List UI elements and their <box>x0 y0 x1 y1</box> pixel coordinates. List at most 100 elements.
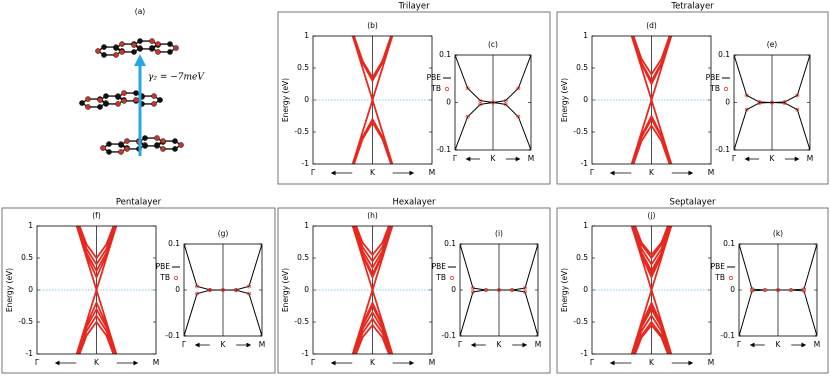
band <box>353 226 392 270</box>
atom <box>131 49 137 55</box>
tb-point <box>471 289 475 294</box>
x-tick-label: K <box>94 358 100 367</box>
plot-area <box>351 36 394 164</box>
atom <box>137 38 143 44</box>
atom <box>172 138 178 144</box>
legend-label: PBE <box>432 262 447 271</box>
x-tick-label: Γ <box>453 154 458 163</box>
y-tick-label: 0.1 <box>723 239 735 248</box>
plot-area <box>734 55 810 150</box>
atom <box>85 96 91 102</box>
band <box>734 101 810 150</box>
band <box>352 36 393 83</box>
legend-label: TB <box>430 84 441 93</box>
legend-label: TB <box>435 273 446 282</box>
tb-point <box>789 288 793 292</box>
x-tick-label: M <box>708 168 714 177</box>
x-tick-label: K <box>370 168 376 177</box>
atom <box>118 149 124 155</box>
atom <box>97 97 103 103</box>
tb-point <box>744 93 749 98</box>
band <box>633 320 670 354</box>
band <box>631 226 672 280</box>
plot-frame <box>454 54 532 151</box>
panel-label: (f) <box>92 211 101 220</box>
y-tick-label: 0 <box>730 285 735 294</box>
tb-point <box>523 289 527 294</box>
atom <box>173 45 179 51</box>
plot-area <box>455 55 531 150</box>
band <box>355 226 390 257</box>
band <box>455 101 531 150</box>
tb-point <box>744 107 749 112</box>
band <box>631 36 672 83</box>
plot-frame <box>591 225 712 355</box>
y-tick-label: 0 <box>583 95 588 104</box>
band <box>354 317 391 354</box>
legend-label: PBE <box>156 262 171 271</box>
y-tick-label: 1 <box>28 221 33 230</box>
y-axis-label: Energy (eV) <box>560 78 569 122</box>
tb-point <box>770 100 774 105</box>
band <box>353 36 392 80</box>
atom <box>124 146 130 152</box>
band <box>353 120 392 164</box>
atom <box>167 49 173 55</box>
band <box>631 117 672 164</box>
y-tick-label: -0.5 <box>573 127 588 136</box>
x-tick-label: M <box>259 340 265 349</box>
tb-point <box>484 288 488 292</box>
panel-frame <box>556 207 829 374</box>
band <box>634 226 669 257</box>
panel-label: (d) <box>646 21 657 30</box>
plot-frame <box>459 243 539 337</box>
x-tick-label: Γ <box>590 168 595 177</box>
legend-label: PBE <box>706 73 721 82</box>
plot-frame <box>591 35 712 165</box>
tb-point <box>510 288 514 292</box>
tb-point <box>523 286 527 291</box>
atom <box>101 52 107 58</box>
y-tick-label: -0.5 <box>18 317 33 326</box>
x-tick-label: M <box>429 358 435 367</box>
y-tick-label: -0.1 <box>715 145 730 154</box>
panel-frame <box>1 207 276 374</box>
plot-area <box>630 36 673 164</box>
x-tick-label: K <box>776 340 782 349</box>
panel-title: Pentalayer <box>116 198 162 208</box>
y-tick-label: -0.5 <box>294 317 309 326</box>
band <box>632 36 671 77</box>
y-axis-label: Energy (eV) <box>281 268 290 312</box>
y-tick-label: -1 <box>581 349 589 358</box>
tb-point <box>465 86 470 91</box>
atom <box>119 41 125 47</box>
x-tick-label: K <box>497 340 503 349</box>
atom <box>113 45 119 51</box>
tb-point <box>757 101 762 105</box>
band <box>631 300 672 354</box>
legend-swatch <box>724 87 728 91</box>
atom <box>142 143 148 149</box>
x-tick-label: K <box>649 168 655 177</box>
atom <box>154 142 160 148</box>
band <box>78 320 115 354</box>
band <box>631 113 672 164</box>
y-tick-label: 0 <box>175 285 180 294</box>
x-tick-label: Γ <box>458 340 463 349</box>
atom <box>149 38 155 44</box>
tb-point <box>465 114 470 119</box>
x-tick-label: Γ <box>182 340 187 349</box>
y-tick-label: -0.1 <box>720 331 735 340</box>
x-tick-label: K <box>770 154 776 163</box>
atom <box>106 149 112 155</box>
y-tick-label: 0.5 <box>576 63 588 72</box>
y-tick-label: -0.5 <box>573 317 588 326</box>
band <box>633 226 670 260</box>
band <box>351 286 394 354</box>
y-tick-label: 0.1 <box>444 239 456 248</box>
band <box>352 226 393 277</box>
band <box>632 226 671 267</box>
band <box>352 303 393 354</box>
legend-label: TB <box>714 273 725 282</box>
